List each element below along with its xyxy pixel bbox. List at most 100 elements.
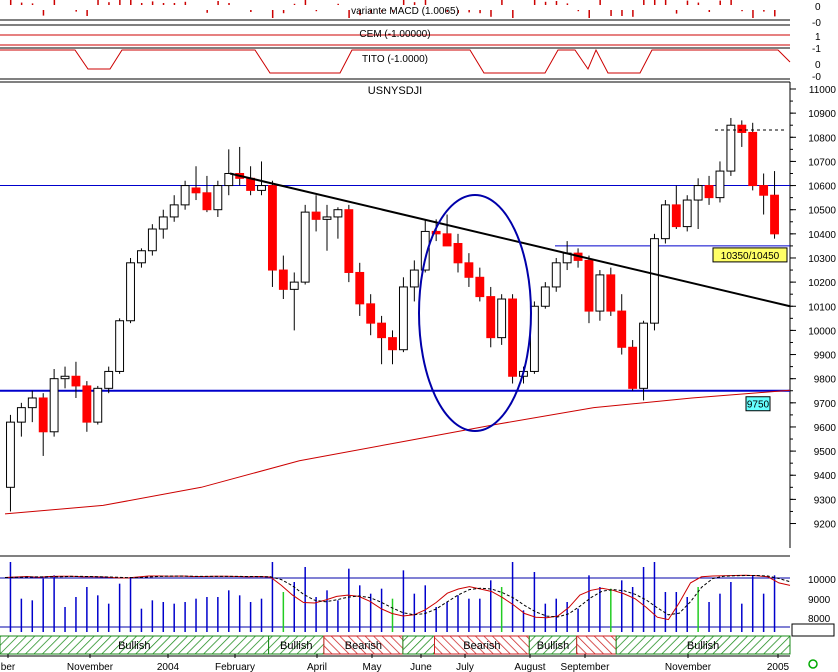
candle xyxy=(180,180,190,210)
candle-body xyxy=(409,269,419,288)
x-tick-label: June xyxy=(410,662,432,672)
candle xyxy=(333,207,343,239)
candle xyxy=(497,294,507,345)
macd-bar xyxy=(501,0,503,6)
candle-body xyxy=(540,286,550,307)
x-tick-label: July xyxy=(456,662,474,672)
macd-bar xyxy=(479,10,481,14)
macd-bar xyxy=(512,10,514,18)
macd-bar xyxy=(632,10,634,17)
candle-body xyxy=(377,322,387,339)
y-tick-label: 9600 xyxy=(814,423,837,434)
regime-bearish: Bearish xyxy=(323,635,404,655)
candle xyxy=(16,402,26,437)
macd-bar xyxy=(643,0,645,5)
macd-bar xyxy=(566,3,569,5)
x-tick-label: November xyxy=(665,662,712,672)
candle-body xyxy=(16,407,26,423)
macd-bar xyxy=(140,3,143,5)
y-tick-label: 10000 xyxy=(808,326,836,337)
macd-bar xyxy=(75,10,77,12)
candle xyxy=(224,149,234,196)
regime-label: Bullish xyxy=(280,640,312,652)
candle-body xyxy=(715,170,725,199)
candle xyxy=(278,255,288,300)
cem-panel: CEM (-1.00000) 1 -1 xyxy=(0,24,821,55)
indicator-bars xyxy=(9,562,776,632)
candle xyxy=(486,286,496,348)
y-tick-label: 9300 xyxy=(814,495,837,506)
macd-bar xyxy=(555,1,558,5)
regime-label: Bullish xyxy=(537,640,569,652)
x-tick-label: 2005 xyxy=(767,662,790,672)
macd-bar xyxy=(599,0,601,5)
y-tick-label: 10100 xyxy=(808,302,836,313)
macd-bar xyxy=(53,0,56,5)
macd-bar xyxy=(664,0,667,5)
macd-axis-label-top: 0 xyxy=(815,2,821,13)
candle-body xyxy=(671,204,681,228)
macd-bar xyxy=(708,10,711,12)
candle-body xyxy=(704,185,714,199)
candle-body xyxy=(268,185,277,271)
macd-bar xyxy=(304,0,307,5)
y-tick-label: 10500 xyxy=(808,206,836,217)
candle-body xyxy=(104,370,114,389)
y-tick-label: 9800 xyxy=(814,375,837,386)
macd-bar xyxy=(381,10,383,13)
candle xyxy=(137,248,146,268)
macd-bar xyxy=(228,3,230,5)
candle xyxy=(169,195,179,222)
candle xyxy=(377,315,387,365)
macd-bar xyxy=(533,0,536,5)
candle xyxy=(442,214,452,247)
macd-bar xyxy=(588,10,590,18)
candle-body xyxy=(158,216,168,230)
macd-bar xyxy=(697,2,700,5)
y-axis: 9200 9300 9400 9500 9600 9700 9800 9900 10000 101… xyxy=(790,85,836,531)
trendline xyxy=(229,172,791,308)
cem-axis-label-top: 1 xyxy=(815,32,821,43)
candle-body xyxy=(420,230,430,271)
candle xyxy=(475,267,485,302)
regime-label: Bullish xyxy=(118,640,150,652)
macd-bar xyxy=(250,10,252,12)
candle-body xyxy=(682,199,692,228)
candle-body xyxy=(366,303,376,324)
macd-bar xyxy=(108,2,110,5)
tito-axis-label-bottom: -0 xyxy=(812,72,821,83)
candle-body xyxy=(137,250,146,264)
y-tick-label: 9500 xyxy=(814,447,837,458)
candle-body xyxy=(344,209,354,273)
regime-label: Bearish xyxy=(345,640,382,652)
candle xyxy=(60,366,70,389)
candle-body xyxy=(497,298,507,339)
macd-bar xyxy=(413,2,416,5)
x-axis: ber November 2004 February April May June July A… xyxy=(1,654,790,672)
x-tick-label: April xyxy=(307,662,327,672)
macd-bar xyxy=(359,10,361,16)
moving-average-line xyxy=(4,389,791,515)
macd-bar xyxy=(119,0,121,5)
cem-axis-label-bottom: -1 xyxy=(812,44,821,55)
macd-title: variante MACD (1.0065) xyxy=(351,6,459,17)
macd-bar xyxy=(621,10,623,16)
status-circle-icon xyxy=(808,659,818,669)
candle-body xyxy=(126,262,135,322)
macd-bar xyxy=(741,10,743,12)
regime-band xyxy=(576,635,617,655)
candle-body xyxy=(431,230,441,235)
candle-body xyxy=(660,204,670,240)
regime-band xyxy=(402,635,435,655)
candle-body xyxy=(322,216,332,220)
x-tick-label: May xyxy=(363,662,382,672)
candle xyxy=(628,340,638,391)
candle-body xyxy=(639,322,648,389)
macd-bar xyxy=(392,10,394,12)
candle-body xyxy=(748,131,758,187)
candle-body xyxy=(388,337,397,351)
candle xyxy=(606,267,616,316)
macd-bar xyxy=(293,3,296,5)
macd-bar xyxy=(719,0,721,5)
indicator-axis-label-low: 8000 xyxy=(808,614,831,625)
